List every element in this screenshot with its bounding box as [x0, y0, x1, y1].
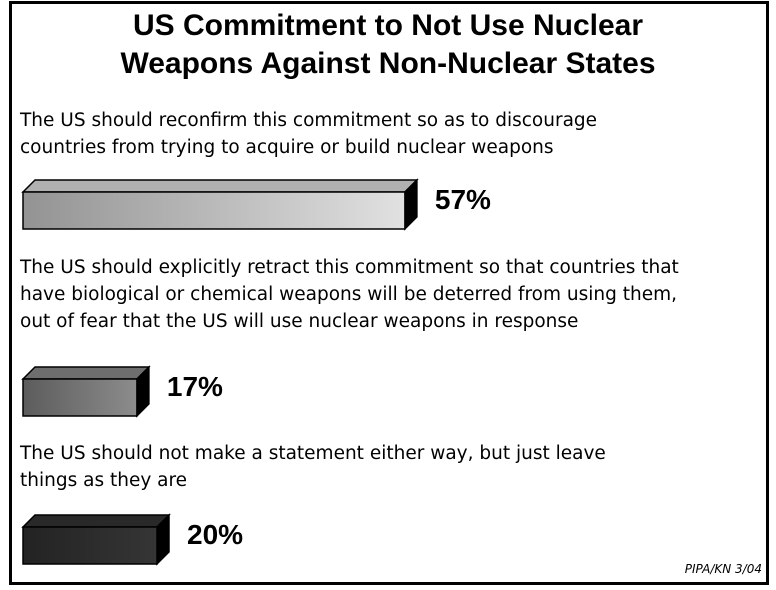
chart-border	[9, 1, 769, 585]
bar-front-face	[22, 191, 406, 230]
answer-1-text-line-2: countries from trying to acquire or buil…	[20, 137, 554, 158]
answer-2-text-line-2: have biological or chemical weapons will…	[20, 284, 678, 305]
answer-1-text: The US should reconfirm this commitment …	[20, 107, 597, 161]
chart-title-line-2: Weapons Against Non-Nuclear States	[120, 47, 656, 80]
answer-3-text-line-1: The US should not make a statement eithe…	[20, 443, 606, 464]
bar-front-face	[22, 526, 158, 565]
answer-3-text: The US should not make a statement eithe…	[20, 440, 606, 494]
source-note: PIPA/KN 3/04	[684, 562, 762, 576]
answer-1-value: 57%	[434, 184, 491, 215]
chart-title-line-1: US Commitment to Not Use Nuclear	[132, 9, 644, 42]
answer-2-text-line-3: out of fear that the US will use nuclear…	[20, 311, 579, 332]
bar-top-face	[21, 514, 171, 528]
answer-3-text-line-2: things as they are	[20, 470, 188, 491]
answer-2-value: 17%	[166, 371, 223, 402]
bar-front-face	[22, 378, 138, 417]
answer-3-value: 20%	[187, 519, 244, 550]
answer-2-text: The US should explicitly retract this co…	[20, 254, 679, 335]
answer-2-text-line-1: The US should explicitly retract this co…	[20, 257, 679, 278]
answer-1-text-line-1: The US should reconfirm this commitment …	[20, 110, 598, 131]
